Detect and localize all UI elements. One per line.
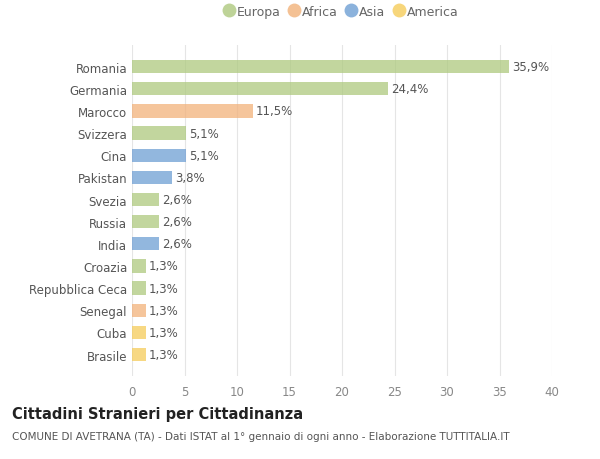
Bar (132, 282, 146, 295)
Bar (132, 238, 160, 251)
Text: 35,9%: 35,9% (512, 61, 549, 74)
Text: 2,6%: 2,6% (163, 216, 193, 229)
Text: Cittadini Stranieri per Cittadinanza: Cittadini Stranieri per Cittadinanza (12, 406, 303, 421)
Bar (132, 326, 146, 339)
Text: 1,3%: 1,3% (149, 260, 179, 273)
Text: 5,1%: 5,1% (188, 127, 218, 140)
Bar (132, 260, 146, 273)
Text: 2,6%: 2,6% (163, 238, 193, 251)
Bar (132, 216, 160, 229)
Text: 24,4%: 24,4% (391, 83, 429, 96)
Text: 1,3%: 1,3% (149, 304, 179, 317)
Bar (132, 127, 185, 140)
Text: 11,5%: 11,5% (256, 105, 293, 118)
Text: 1,3%: 1,3% (149, 282, 179, 295)
Text: 2,6%: 2,6% (163, 194, 193, 207)
Bar (132, 61, 509, 74)
Legend: Europa, Africa, Asia, America: Europa, Africa, Asia, America (221, 1, 463, 24)
Bar (132, 304, 146, 317)
Bar (132, 149, 185, 162)
Bar (132, 83, 388, 96)
Bar (132, 105, 253, 118)
Text: 1,3%: 1,3% (149, 326, 179, 339)
Text: 1,3%: 1,3% (149, 348, 179, 361)
Text: COMUNE DI AVETRANA (TA) - Dati ISTAT al 1° gennaio di ogni anno - Elaborazione T: COMUNE DI AVETRANA (TA) - Dati ISTAT al … (12, 431, 509, 442)
Text: 5,1%: 5,1% (188, 150, 218, 162)
Bar (132, 171, 172, 185)
Text: 3,8%: 3,8% (175, 172, 205, 185)
Bar (132, 348, 146, 361)
Bar (132, 193, 160, 207)
